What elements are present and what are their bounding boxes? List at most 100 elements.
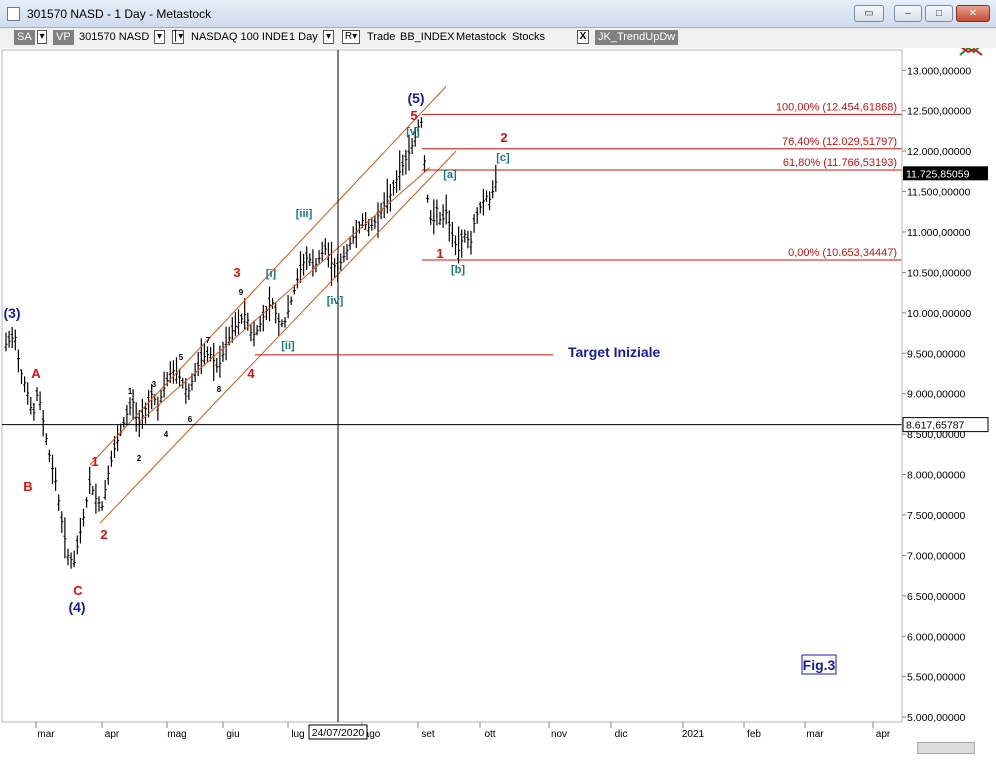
- ohlc-bar: [82, 508, 85, 527]
- ohlc-bar: [271, 298, 275, 309]
- x-tick-label: mar: [806, 729, 824, 740]
- x-tick-label: mag: [167, 729, 186, 740]
- ohlc-bar: [187, 383, 191, 400]
- wave-label-black: 8: [217, 385, 222, 394]
- r-dropdown-icon[interactable]: R▾: [342, 30, 360, 44]
- wave-label-red: B: [23, 479, 32, 494]
- ohlc-bar: [410, 138, 414, 154]
- ohlc-bar: [233, 312, 237, 337]
- y-tick-label: 13.000,00000: [907, 65, 971, 77]
- x-tick-label: giu: [226, 729, 239, 740]
- wave-label-teal: [ii]: [281, 340, 295, 352]
- x-tick-label: apr: [105, 729, 120, 740]
- trend-icon: [959, 48, 983, 56]
- period-dropdown-icon[interactable]: ▾: [323, 30, 334, 44]
- ohlc-bar: [314, 258, 318, 273]
- ohlc-bar: [385, 178, 389, 214]
- y-tick-label: 10.500,00000: [907, 267, 971, 279]
- stocks-menu[interactable]: Stocks: [512, 31, 546, 43]
- instrument-toggle-icon[interactable]: ⎮▾: [172, 30, 184, 44]
- last-price-box: [903, 166, 988, 181]
- y-tick-label: 10.000,00000: [907, 308, 971, 320]
- ohlc-bar: [419, 117, 423, 128]
- ohlc-bar: [354, 219, 358, 248]
- crosshair-price-box: [902, 417, 989, 433]
- restore-down-button[interactable]: ▭: [854, 5, 884, 22]
- ohlc-bar: [308, 253, 312, 266]
- x-tick-label: set: [421, 729, 435, 740]
- ohlc-bar: [481, 188, 485, 216]
- figure-label: Fig.3: [803, 657, 836, 673]
- window-title: 301570 NASD - 1 Day - Metastock: [27, 7, 212, 21]
- wave-label-red: 3: [233, 265, 240, 280]
- symbol-dropdown-icon[interactable]: ▾: [154, 30, 165, 44]
- minimize-button[interactable]: ‒: [894, 5, 922, 22]
- ohlc-bar: [131, 389, 135, 421]
- vp-button[interactable]: VP: [53, 30, 74, 45]
- ohlc-bar: [367, 219, 371, 237]
- y-tick-label: 7.500,00000: [907, 510, 966, 522]
- price-chart[interactable]: 100,00% (12.454,61868) 76,40% (12.029,517…: [0, 48, 996, 763]
- ohlc-bar: [268, 286, 271, 322]
- ohlc-bar: [438, 211, 442, 225]
- wave-label-black: 2: [137, 454, 142, 463]
- sa-button[interactable]: SA: [14, 30, 35, 45]
- ohlc-bar: [156, 396, 160, 421]
- ohlc-bar: [469, 230, 473, 255]
- ohlc-bar: [16, 349, 20, 373]
- ohlc-bar: [106, 465, 110, 485]
- ohlc-bar: [85, 497, 89, 508]
- sa-dropdown-icon[interactable]: ▾: [37, 30, 47, 44]
- wave-label-black: 6: [188, 415, 193, 424]
- metastock-menu[interactable]: Metastock: [456, 31, 507, 43]
- ohlc-bar: [69, 552, 73, 569]
- indicator-label[interactable]: JK_TrendUpDw: [595, 30, 679, 45]
- title-bar: 301570 NASD - 1 Day - Metastock ▭ ‒ □ ✕: [0, 0, 996, 28]
- ohlc-bar: [94, 483, 98, 514]
- ohlc-bar: [475, 207, 479, 224]
- ohlc-bar: [7, 330, 11, 348]
- trade-menu[interactable]: Trade: [367, 31, 396, 43]
- ohlc-bar: [342, 246, 346, 263]
- ohlc-bar: [140, 399, 144, 429]
- close-window-button[interactable]: ✕: [956, 5, 990, 22]
- ohlc-bar: [57, 494, 61, 512]
- ohlc-bar: [388, 184, 392, 212]
- ohlc-bar: [361, 213, 364, 228]
- ohlc-bar: [323, 238, 327, 255]
- ohlc-bar: [199, 338, 203, 375]
- fib-level-label: 76,40% (12.029,51797): [782, 136, 897, 148]
- wave-label-teal: [a]: [443, 169, 457, 181]
- ohlc-bar: [404, 149, 408, 175]
- wave-label-black: 9: [239, 288, 244, 297]
- ohlc-bar: [345, 244, 349, 261]
- ohlc-bar: [26, 382, 30, 405]
- ohlc-bar: [252, 320, 256, 347]
- ohlc-bar: [466, 230, 470, 249]
- wave-label-red: 2: [500, 130, 507, 145]
- maximize-button[interactable]: □: [925, 5, 953, 22]
- ohlc-bar: [97, 496, 101, 512]
- wave-label-black: 4: [164, 430, 169, 439]
- y-tick-label: 9.000,00000: [907, 389, 966, 401]
- y-tick-label: 12.500,00000: [907, 106, 971, 118]
- chart-toolbar: SA ▾ VP 301570 NASD ▾ ⎮▾ NASDAQ 100 INDE…: [0, 28, 996, 48]
- target-label: Target Iniziale: [568, 344, 661, 360]
- ohlc-bar: [264, 306, 268, 320]
- bb-index-menu[interactable]: BB_INDEX: [400, 31, 455, 43]
- ohlc-bar: [305, 246, 309, 271]
- ohlc-bar: [159, 389, 163, 404]
- horizontal-scrollbar[interactable]: [917, 742, 975, 754]
- remove-indicator-button[interactable]: X: [577, 30, 589, 44]
- ohlc-bar: [75, 535, 79, 555]
- y-tick-label: 5.000,00000: [907, 712, 966, 724]
- ohlc-bar: [122, 416, 126, 428]
- y-axis: 13.000,00000 12.500,00000 12.000,00000 11.5…: [901, 50, 971, 724]
- wave-label-teal: [iii]: [296, 208, 313, 220]
- ohlc-bar: [116, 425, 120, 452]
- ohlc-bar: [134, 402, 138, 432]
- ohlc-bar: [423, 155, 426, 172]
- wave-label-blue: (5): [407, 90, 424, 106]
- ohlc-bar: [29, 397, 33, 415]
- ohlc-bar: [246, 312, 250, 331]
